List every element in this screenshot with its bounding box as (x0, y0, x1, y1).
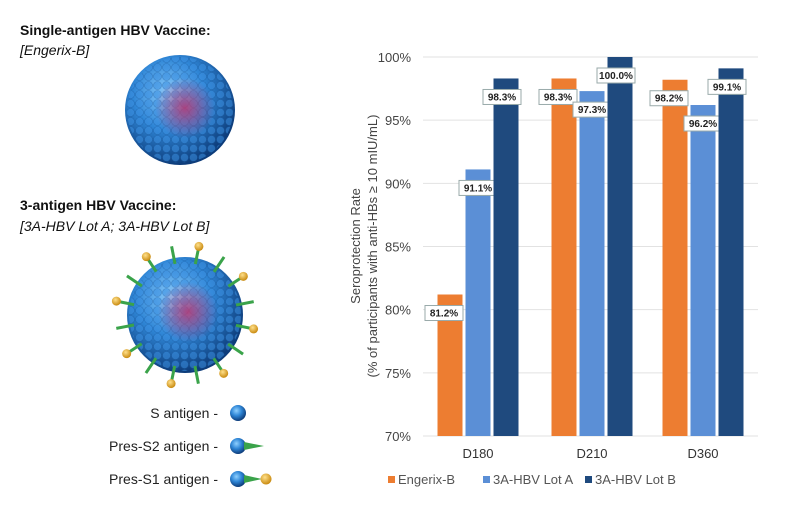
data-label-box (649, 90, 689, 107)
triple-antigen-title: 3-antigen HBV Vaccine: (20, 197, 177, 213)
single-antigen-particle-icon (125, 55, 235, 165)
data-label: 97.3% (578, 105, 606, 116)
data-label: 99.1% (713, 82, 741, 93)
y-tick-label: 85% (385, 240, 411, 255)
bar-3a-hbv-lot-a (465, 169, 491, 437)
pres-s2-spike (126, 274, 143, 288)
data-label: 96.2% (689, 119, 717, 130)
y-tick-label: 90% (385, 176, 411, 191)
pres-s1-ball (249, 324, 259, 334)
y-axis-label-line2: (% of participants with anti-HBs ≥ 10 mI… (365, 115, 380, 378)
bar-3a-hbv-lot-b (607, 57, 633, 436)
pres-s2-antigen-icon (230, 438, 264, 454)
bar-3a-hbv-lot-a (579, 91, 605, 437)
x-tick-label: D210 (576, 446, 607, 461)
bar-3a-hbv-lot-b (493, 78, 519, 436)
pres-s1-ball (166, 379, 176, 389)
data-label-box (538, 88, 578, 105)
pres-s1-ball (238, 271, 248, 281)
pres-s1-ball (194, 241, 204, 251)
pres-s1-ball (141, 252, 151, 262)
data-label-box (596, 67, 636, 84)
legend-swatch (585, 476, 592, 483)
pres-s2-spike (144, 357, 158, 374)
pres-s1-ball (122, 349, 132, 359)
antigen-legend-pres-s2: Pres-S2 antigen - (109, 438, 218, 454)
pres-s2-spike (235, 300, 254, 307)
data-label: 100.0% (599, 71, 633, 82)
bar-3a-hbv-lot-b (718, 68, 744, 437)
pres-s2-spike (227, 342, 244, 356)
triple-antigen-subtitle: [3A-HBV Lot A; 3A-HBV Lot B] (20, 218, 210, 234)
data-label: 98.3% (544, 92, 572, 103)
data-label: 98.3% (488, 92, 516, 103)
s-antigen-sphere-icon (230, 405, 246, 421)
pres-s2-spike (212, 256, 226, 273)
y-axis-label-line1: Seroprotection Rate (348, 188, 363, 304)
three-antigen-particle-icon (111, 241, 259, 389)
pres-s2-spike (116, 323, 135, 330)
legend-swatch (388, 476, 395, 483)
data-label: 98.2% (655, 94, 683, 105)
bar-engerix-b (551, 78, 577, 436)
pres-s1-ball (219, 368, 229, 378)
bar-engerix-b (662, 79, 688, 437)
pres-s1-ball (111, 296, 121, 306)
y-tick-label: 95% (385, 113, 411, 128)
data-label-box (482, 88, 522, 105)
antigen-legend-pres-s1: Pres-S1 antigen - (109, 471, 218, 487)
pres-s2-spike (193, 365, 200, 384)
legend-item: 3A-HBV Lot B (595, 472, 676, 487)
y-axis-label: Seroprotection Rate (% of participants wi… (348, 115, 380, 378)
data-label-box (424, 305, 464, 322)
data-label-box (707, 78, 747, 95)
pres-s2-spike (170, 246, 177, 265)
y-tick-label: 75% (385, 366, 411, 381)
x-tick-label: D360 (687, 446, 718, 461)
antigen-legend-s: S antigen - (150, 405, 218, 421)
y-tick-label: 80% (385, 303, 411, 318)
legend-item: 3A-HBV Lot A (493, 472, 574, 487)
pres-s1-antigen-icon (230, 471, 272, 487)
vaccine-illustrations (111, 55, 272, 487)
y-tick-label: 100% (378, 50, 412, 65)
bar-3a-hbv-lot-a (690, 105, 716, 437)
legend-item: Engerix-B (398, 472, 455, 487)
x-tick-label: D180 (462, 446, 493, 461)
single-antigen-subtitle: [Engerix-B] (20, 42, 90, 58)
single-antigen-title: Single-antigen HBV Vaccine: (20, 22, 211, 38)
data-label: 91.1% (464, 183, 492, 194)
y-tick-label: 70% (385, 429, 411, 444)
legend-swatch (483, 476, 490, 483)
data-label: 81.2% (430, 309, 458, 320)
